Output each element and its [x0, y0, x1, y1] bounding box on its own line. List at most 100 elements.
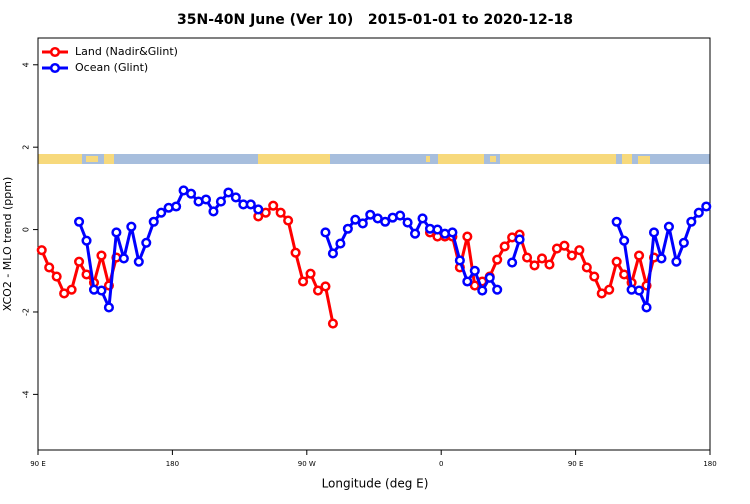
data-point	[103, 302, 114, 313]
data-point	[320, 281, 331, 292]
data-point	[634, 250, 645, 261]
data-point	[462, 276, 473, 287]
legend-label: Land (Nadir&Glint)	[75, 45, 178, 58]
data-point	[671, 256, 682, 267]
data-point	[656, 253, 667, 264]
data-point	[566, 250, 577, 261]
data-point	[51, 271, 62, 282]
data-point	[74, 216, 85, 227]
data-point	[215, 196, 226, 207]
data-point	[663, 221, 674, 232]
data-point	[66, 284, 77, 295]
data-point	[365, 209, 376, 220]
data-point	[327, 318, 338, 329]
data-point	[36, 245, 47, 256]
data-point	[290, 247, 301, 258]
data-point	[454, 255, 465, 266]
data-point	[126, 221, 137, 232]
data-point	[342, 223, 353, 234]
data-point	[305, 268, 316, 279]
data-point	[208, 206, 219, 217]
data-point	[59, 288, 70, 299]
data-point	[469, 265, 480, 276]
data-point	[693, 207, 704, 218]
data-point	[589, 271, 600, 282]
data-point	[395, 210, 406, 221]
data-point	[507, 257, 518, 268]
chart-title: 35N-40N June (Ver 10) 2015-01-01 to 2020…	[177, 12, 573, 28]
data-point	[492, 284, 503, 295]
data-point	[133, 256, 144, 267]
y-axis-label: XCO2 - MLO trend (ppm)	[1, 177, 14, 312]
data-point	[410, 228, 421, 239]
data-point	[350, 214, 361, 225]
y-tick-label: 4	[22, 62, 31, 67]
data-point	[604, 284, 615, 295]
data-point	[200, 194, 212, 205]
y-tick-label: -2	[22, 308, 31, 316]
legend-label: Ocean (Glint)	[75, 61, 148, 74]
y-tick-label: -4	[22, 390, 31, 398]
data-point	[312, 285, 324, 296]
data-point	[634, 285, 645, 296]
data-point	[574, 245, 585, 256]
data-point	[320, 227, 331, 238]
data-point	[529, 260, 540, 271]
x-tick-label: 90 E	[30, 460, 46, 468]
data-point	[298, 276, 309, 287]
data-point	[230, 192, 241, 203]
x-tick-label: 90 E	[568, 460, 584, 468]
data-point	[96, 250, 107, 261]
data-point	[81, 235, 92, 246]
data-point	[619, 235, 630, 246]
data-point	[469, 280, 480, 291]
data-point	[380, 216, 391, 227]
data-point	[171, 201, 182, 212]
data-point	[641, 302, 652, 313]
data-point	[96, 285, 107, 296]
y-tick-label: 0	[22, 227, 31, 232]
data-point	[581, 262, 592, 273]
y-tick-label: 2	[22, 145, 31, 150]
data-point	[447, 227, 458, 238]
data-point	[275, 207, 286, 218]
data-point	[619, 269, 630, 280]
data-point	[245, 199, 256, 210]
data-point	[186, 188, 197, 199]
x-tick-label: 90 W	[298, 460, 316, 468]
legend-marker	[49, 46, 61, 58]
legend-marker	[49, 62, 61, 74]
data-point	[492, 254, 503, 265]
data-point	[335, 238, 346, 249]
data-point	[417, 213, 428, 224]
data-point	[357, 218, 368, 229]
data-point	[156, 207, 167, 218]
data-point	[596, 288, 607, 299]
data-point	[678, 237, 689, 248]
data-point	[118, 253, 129, 264]
data-point	[686, 216, 697, 227]
data-point	[141, 237, 152, 248]
data-point	[701, 201, 712, 212]
data-point	[536, 253, 548, 264]
map-strip	[38, 154, 710, 164]
x-tick-label: 180	[166, 460, 179, 468]
data-point	[268, 200, 279, 211]
x-tick-label: 0	[439, 460, 443, 468]
data-point	[74, 256, 85, 267]
data-point	[81, 269, 92, 280]
data-point	[327, 248, 338, 259]
data-point	[499, 241, 510, 252]
data-point	[544, 259, 555, 270]
data-point	[611, 216, 622, 227]
data-point	[611, 256, 622, 267]
data-point	[477, 285, 488, 296]
x-axis-label: Longitude (deg E)	[322, 477, 429, 491]
x-tick-label: 180	[703, 460, 716, 468]
data-point	[484, 272, 495, 283]
data-point	[44, 262, 55, 273]
data-point	[648, 227, 660, 238]
data-point	[402, 217, 413, 228]
data-point	[223, 187, 234, 198]
